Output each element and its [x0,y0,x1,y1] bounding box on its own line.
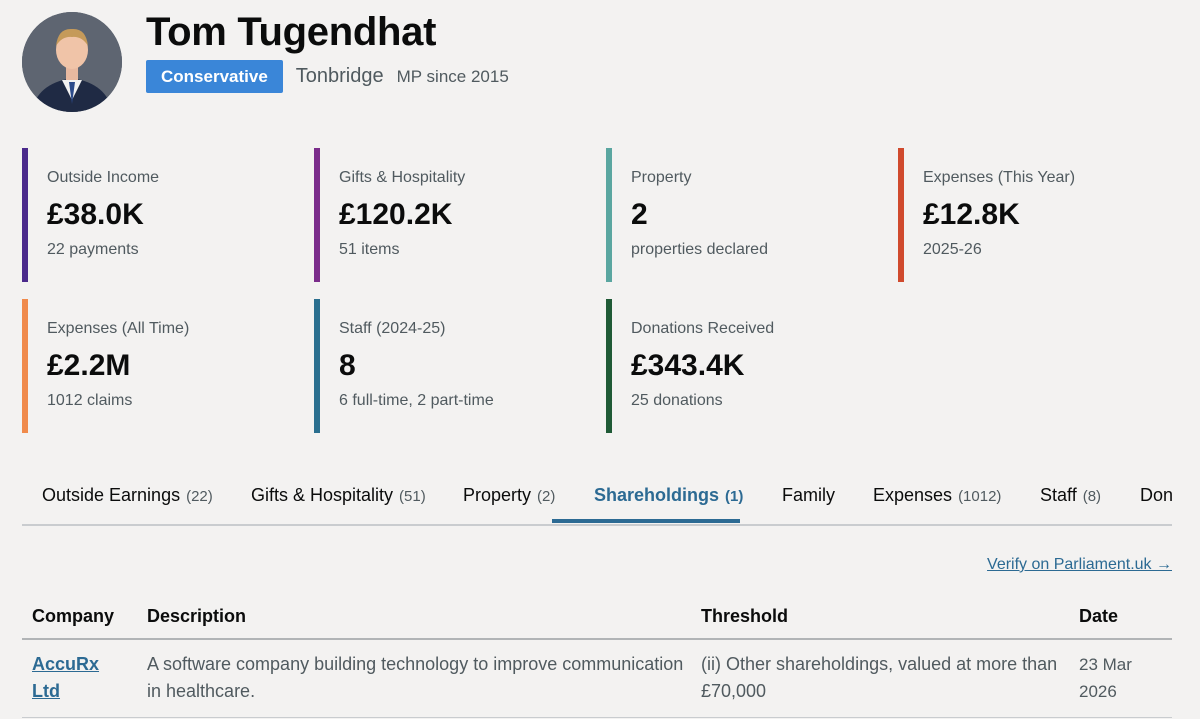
shareholdings-table: Company Description Threshold Date AccuR… [22,592,1172,718]
stat-value: £12.8K [923,198,1020,231]
tab-label: Gifts & Hospitality [251,485,394,505]
date-cell: 23 Mar 2026 [1079,655,1132,701]
stat-value: £2.2M [47,349,131,382]
tab-outside-earnings[interactable]: Outside Earnings (22) [42,470,213,524]
tab-count: (51) [399,488,426,505]
table-header: Company Description Threshold Date [22,592,1172,640]
avatar [22,12,122,112]
stat-label: Donations Received [631,320,775,337]
stat-subtext: 1012 claims [47,392,133,409]
stat-label: Staff (2024-25) [339,320,446,337]
stat-subtext: 25 donations [631,392,723,409]
mp-name: Tom Tugendhat [146,10,437,54]
verify-parliament-link[interactable]: Verify on Parliament.uk → [987,556,1172,573]
table-row: AccuRx Ltd A software company building te… [22,640,1172,718]
stat-label: Expenses (All Time) [47,320,190,337]
tab-label: Property [463,485,532,505]
tab-label: Expenses [873,485,953,505]
stat-subtext: 2025-26 [923,241,982,258]
stat-value: 2 [631,198,648,231]
tab-count: (2) [537,488,556,505]
stat-subtext: 51 items [339,241,400,258]
tab-label: Outside Earnings [42,485,181,505]
mp-since: MP since 2015 [396,66,509,86]
column-header-description: Description [147,606,247,626]
threshold-cell: (ii) Other shareholdings, valued at more… [701,654,1058,701]
mp-meta: Conservative Tonbridge MP since 2015 [146,60,509,93]
tab-label: Family [782,485,835,505]
stat-card-outside-income: Outside Income £38.0K 22 payments [22,148,292,282]
stat-card-expenses-all-time: Expenses (All Time) £2.2M 1012 claims [22,299,292,433]
stat-card-staff: Staff (2024-25) 8 6 full-time, 2 part-ti… [314,299,584,433]
constituency: Tonbridge [295,65,384,87]
stat-label: Property [631,169,692,186]
tab-count: (8) [1082,488,1102,505]
stat-subtext: properties declared [631,241,768,258]
company-link[interactable]: AccuRx Ltd [32,654,100,701]
party-badge: Conservative [146,60,283,93]
tab-label: Don [1140,485,1172,505]
stat-value: £38.0K [47,198,144,231]
stat-label: Expenses (This Year) [923,169,1076,186]
tab-count: (22) [186,488,213,505]
active-tab-indicator [552,519,740,523]
description-cell: A software company building technology t… [147,654,684,701]
stat-value: £343.4K [631,349,745,382]
tab-donations[interactable]: Don [1140,470,1172,524]
stat-card-donations: Donations Received £343.4K 25 donations [606,299,876,433]
stat-card-expenses-year: Expenses (This Year) £12.8K 2025-26 [898,148,1168,282]
tab-count: (1) [725,488,744,505]
tab-gifts-hospitality[interactable]: Gifts & Hospitality (51) [251,470,426,524]
tab-expenses[interactable]: Expenses (1012) [873,470,1001,524]
tab-staff[interactable]: Staff (8) [1040,470,1101,524]
column-header-company: Company [32,606,115,626]
stat-card-gifts: Gifts & Hospitality £120.2K 51 items [314,148,584,282]
stat-card-property: Property 2 properties declared [606,148,876,282]
stat-label: Outside Income [47,169,160,186]
tab-label: Shareholdings [594,485,720,505]
tab-label: Staff [1040,485,1077,505]
column-header-date: Date [1079,606,1119,626]
stat-value: 8 [339,349,356,382]
tab-shareholdings[interactable]: Shareholdings (1) [594,470,743,524]
stat-subtext: 22 payments [47,241,139,258]
company-cell: AccuRx Ltd [32,651,99,705]
tab-bar: Outside Earnings (22) Gifts & Hospitality… [22,470,1172,526]
stat-value: £120.2K [339,198,453,231]
stat-subtext: 6 full-time, 2 part-time [339,392,494,409]
tab-property[interactable]: Property (2) [463,470,555,524]
tab-count: (1012) [958,488,1002,505]
column-header-threshold: Threshold [701,606,789,626]
tab-family[interactable]: Family [782,470,835,524]
stat-label: Gifts & Hospitality [339,169,466,186]
